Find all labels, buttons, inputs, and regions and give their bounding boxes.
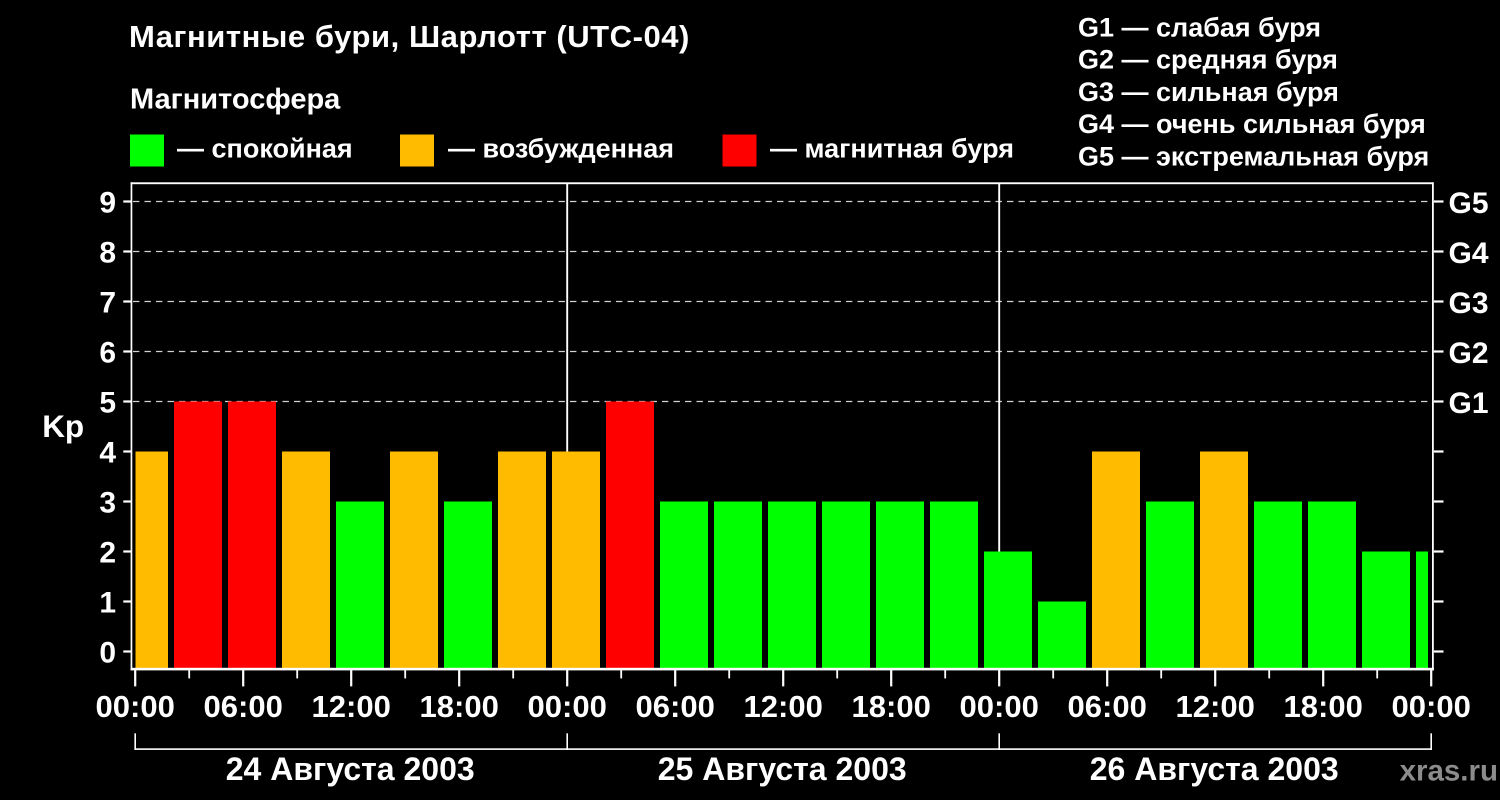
- svg-text:0: 0: [99, 636, 116, 669]
- svg-text:— возбужденная: — возбужденная: [448, 133, 674, 163]
- svg-text:06:00: 06:00: [1068, 689, 1147, 724]
- svg-text:— магнитная буря: — магнитная буря: [770, 133, 1014, 163]
- svg-text:G4: G4: [1449, 237, 1489, 270]
- svg-text:00:00: 00:00: [96, 689, 175, 724]
- svg-text:Kp: Kp: [42, 408, 84, 444]
- svg-text:G5: G5: [1449, 187, 1489, 220]
- svg-text:12:00: 12:00: [744, 689, 823, 724]
- svg-text:G3 — сильная буря: G3 — сильная буря: [1078, 77, 1339, 107]
- svg-text:G4 — очень сильная буря: G4 — очень сильная буря: [1078, 109, 1426, 139]
- svg-text:Магнитосфера: Магнитосфера: [130, 84, 341, 116]
- svg-text:26 Августа 2003: 26 Августа 2003: [1090, 751, 1339, 787]
- svg-text:— спокойная: — спокойная: [177, 133, 353, 163]
- svg-text:5: 5: [99, 386, 116, 419]
- svg-text:G2 — средняя буря: G2 — средняя буря: [1078, 45, 1338, 75]
- svg-text:00:00: 00:00: [1392, 689, 1471, 724]
- svg-text:G5 — экстремальная буря: G5 — экстремальная буря: [1078, 142, 1429, 172]
- svg-text:6: 6: [99, 336, 116, 369]
- svg-text:1: 1: [99, 586, 116, 619]
- svg-text:12:00: 12:00: [1176, 689, 1255, 724]
- svg-text:00:00: 00:00: [528, 689, 607, 724]
- svg-text:9: 9: [99, 186, 116, 219]
- svg-text:G2: G2: [1449, 337, 1489, 370]
- svg-text:7: 7: [99, 286, 116, 319]
- svg-text:06:00: 06:00: [636, 689, 715, 724]
- svg-text:18:00: 18:00: [1284, 689, 1363, 724]
- svg-text:00:00: 00:00: [960, 689, 1039, 724]
- svg-text:2: 2: [99, 536, 116, 569]
- svg-text:G1 — слабая буря: G1 — слабая буря: [1078, 12, 1321, 42]
- svg-text:8: 8: [99, 236, 116, 269]
- svg-text:Магнитные бури, Шарлотт (UTC-0: Магнитные бури, Шарлотт (UTC-04): [129, 19, 690, 54]
- svg-text:12:00: 12:00: [312, 689, 391, 724]
- svg-text:24 Августа 2003: 24 Августа 2003: [226, 751, 475, 787]
- svg-text:18:00: 18:00: [420, 689, 499, 724]
- svg-text:3: 3: [99, 486, 116, 519]
- svg-text:18:00: 18:00: [852, 689, 931, 724]
- svg-text:G1: G1: [1449, 387, 1489, 420]
- svg-text:G3: G3: [1449, 287, 1489, 320]
- svg-text:25 Августа 2003: 25 Августа 2003: [658, 751, 907, 787]
- svg-text:xras.ru: xras.ru: [1400, 755, 1498, 788]
- svg-text:06:00: 06:00: [204, 689, 283, 724]
- svg-text:4: 4: [99, 436, 116, 469]
